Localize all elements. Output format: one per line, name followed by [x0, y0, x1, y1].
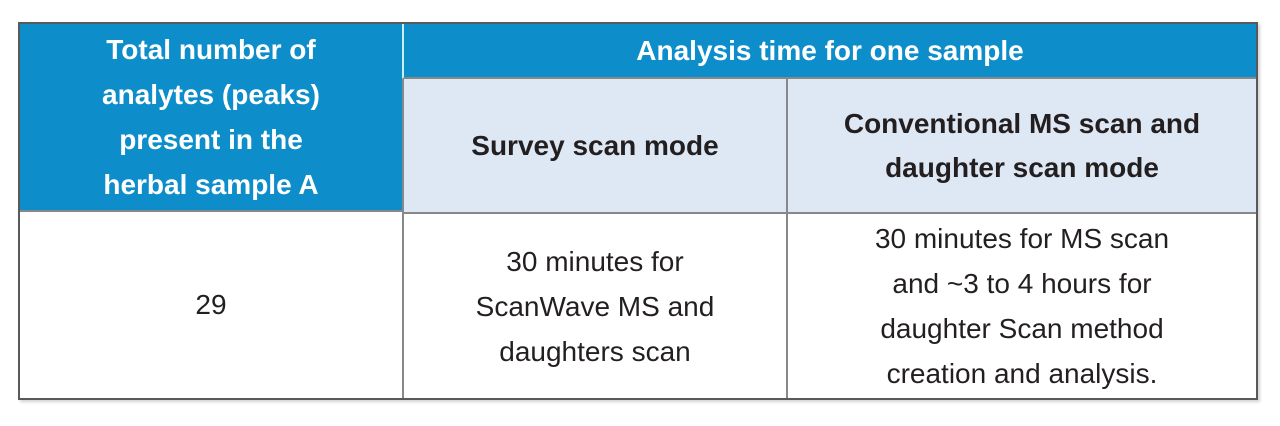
subheader-cell-survey-scan-mode: Survey scan mode [402, 79, 786, 212]
data-cell-conventional-scan-time: 30 minutes for MS scan and ~3 to 4 hours… [786, 212, 1256, 398]
data-cell-survey-scan-time: 30 minutes for ScanWave MS and daughters… [402, 212, 786, 398]
header-cell-total-analytes: Total number of analytes (peaks) present… [20, 24, 402, 212]
subheader-cell-conventional-scan-mode: Conventional MS scan and daughter scan m… [786, 79, 1256, 212]
data-cell-analytes-count: 29 [20, 212, 402, 398]
header-cell-analysis-time: Analysis time for one sample [402, 24, 1256, 79]
analysis-time-table: Total number of analytes (peaks) present… [18, 22, 1258, 400]
